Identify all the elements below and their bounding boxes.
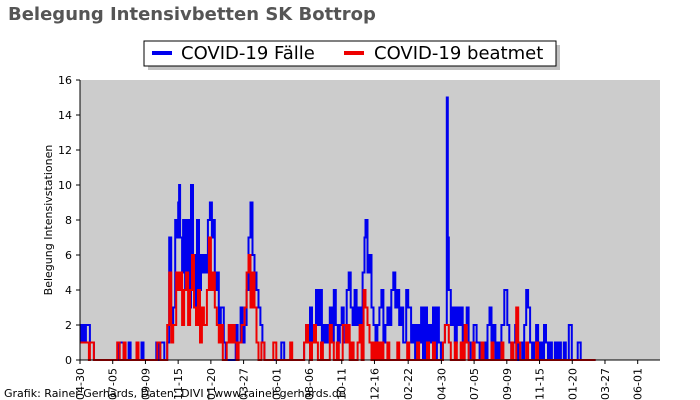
y-tick-label: 4 (65, 284, 72, 297)
y-tick-label: 6 (65, 249, 72, 262)
y-tick-label: 0 (65, 354, 72, 367)
plot-area (80, 80, 660, 360)
y-tick-label: 16 (58, 74, 72, 87)
x-tick-label: 04-30 (74, 368, 87, 400)
y-tick-label: 12 (58, 144, 72, 157)
x-tick-label: 03-27 (238, 368, 251, 400)
x-tick-label: 09-09 (139, 368, 152, 400)
y-tick-label: 2 (65, 319, 72, 332)
x-tick-label: 12-16 (368, 368, 381, 400)
x-tick-label: 09-09 (501, 368, 514, 400)
x-tick-label: 06-01 (632, 368, 645, 400)
y-axis-label: Belegung Intensivstationen (42, 145, 55, 296)
x-tick-label: 07-05 (107, 368, 120, 400)
legend-label-beatmet: COVID-19 beatmet (374, 43, 543, 64)
y-tick-label: 8 (65, 214, 72, 227)
x-tick-label: 03-27 (599, 368, 612, 400)
x-tick-label: 01-20 (566, 368, 579, 400)
chart-title: Belegung Intensivbetten SK Bottrop (8, 4, 376, 25)
x-tick-label: 10-11 (336, 368, 349, 400)
x-axis-ticks: 04-30 07-05 09-09 11-15 01-20 03-27 06-01 08-06… (74, 360, 645, 400)
y-tick-label: 14 (58, 109, 72, 122)
credit-text: Grafik: Rainer Gerhards, Daten: DIVI | w… (4, 387, 346, 400)
x-tick-label: 11-15 (534, 368, 547, 400)
legend-label-faelle: COVID-19 Fälle (181, 43, 315, 64)
legend: COVID-19 Fälle COVID-19 beatmet (143, 40, 560, 70)
x-tick-label: 11-15 (172, 368, 185, 400)
series-line-beatmet (80, 236, 596, 361)
x-tick-label: 08-06 (303, 368, 316, 400)
x-tick-label: 02-22 (402, 368, 415, 400)
x-tick-label: 04-30 (435, 368, 448, 400)
series-layer (80, 96, 596, 361)
x-tick-label: 07-05 (468, 368, 481, 400)
x-tick-label: 01-20 (205, 368, 218, 400)
x-tick-label: 06-01 (270, 368, 283, 400)
y-axis-ticks: 0 2 4 6 8 10 12 14 16 (58, 74, 80, 367)
y-tick-label: 10 (58, 179, 72, 192)
